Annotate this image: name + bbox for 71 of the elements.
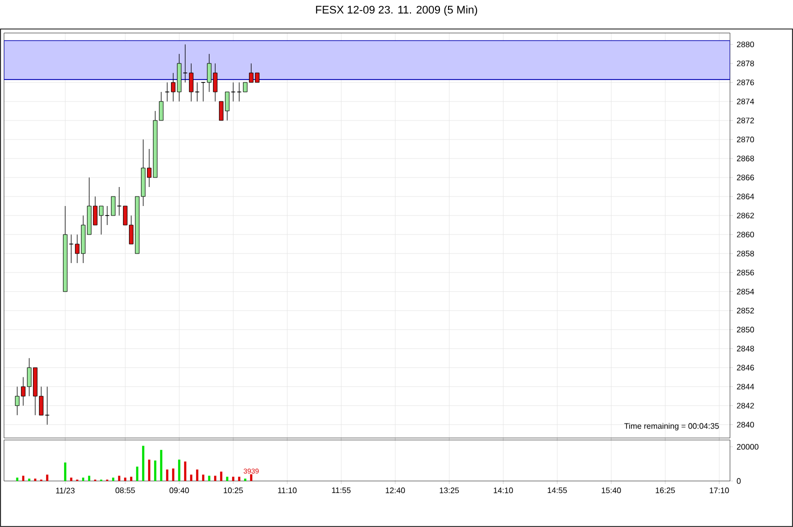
bar [226,476,228,481]
y-tick-label: 2850 [736,326,754,332]
x-tick-label: 14:55 [548,488,567,494]
x-tick-label: 09:40 [170,488,189,494]
bar [154,460,156,481]
candlestick [200,82,206,102]
y-tick-label: 2854 [736,288,754,294]
x-tick-label: 11/23 [56,488,75,494]
y-tick-label: 2874 [736,98,754,104]
bar [184,462,186,481]
y-tick-label: 2860 [736,232,754,238]
bar [250,474,252,481]
bar [232,476,234,481]
bar [136,466,138,481]
bar [82,478,84,481]
x-tick-label: 15:40 [602,488,621,494]
x-tick-label: 11:55 [332,488,351,494]
bar [214,476,216,481]
bar [208,476,210,481]
y-tick-label: 2880 [736,42,754,48]
candlestick [236,82,242,102]
bar [22,476,24,481]
y-tick-label: 2876 [736,80,754,86]
y-tick-label: 2846 [736,364,754,370]
y-tick-label: 2852 [736,308,754,314]
y-tick-label: 2840 [736,422,754,428]
x-tick-label: 14:10 [494,488,513,494]
y-tick-label: 20000 [736,444,758,450]
bar [172,468,174,481]
bar [112,478,114,481]
bar [118,476,120,481]
y-tick-label: 2864 [736,194,754,200]
y-tick-label: 2878 [736,60,754,66]
annotation: Time remaining = 00:04:35 [624,422,719,430]
bar [64,462,66,481]
bar [16,478,18,481]
bar [166,470,168,481]
bar [124,478,126,481]
y-tick-label: 2872 [736,118,754,124]
y-tick-label: 2842 [736,402,754,408]
bar [148,460,150,481]
y-tick-label: 2844 [736,384,754,390]
bar [238,476,240,481]
y-tick-label: 2858 [736,250,754,256]
bar [178,460,180,481]
y-tick-label: 2848 [736,346,754,352]
y-tick-label: 0 [736,478,741,484]
y-tick-label: 2868 [736,156,754,162]
bar [190,474,192,481]
x-tick-label: 16:25 [656,488,675,494]
x-tick-label: 11:10 [278,488,297,494]
x-tick-label: 17:10 [710,488,729,494]
bar [142,446,144,481]
chart-title: FESX 12-09 23. 11. 2009 (5 Min) [316,6,478,16]
x-tick-label: 10:25 [224,488,243,494]
bar [88,476,90,481]
y-tick-label: 2866 [736,174,754,180]
y-tick-label: 2870 [736,136,754,142]
x-tick-label: 13:25 [440,488,459,494]
bar [196,470,198,481]
x-tick-label: 08:55 [116,488,135,494]
bar [70,478,72,481]
candlestick [164,82,170,102]
y-tick-label: 2856 [736,270,754,276]
bar [202,474,204,481]
bar [46,474,48,481]
bar [220,472,222,481]
bar [130,476,132,481]
y-tick-label: 2862 [736,212,754,218]
x-tick-label: 12:40 [386,488,405,494]
bar [160,450,162,481]
